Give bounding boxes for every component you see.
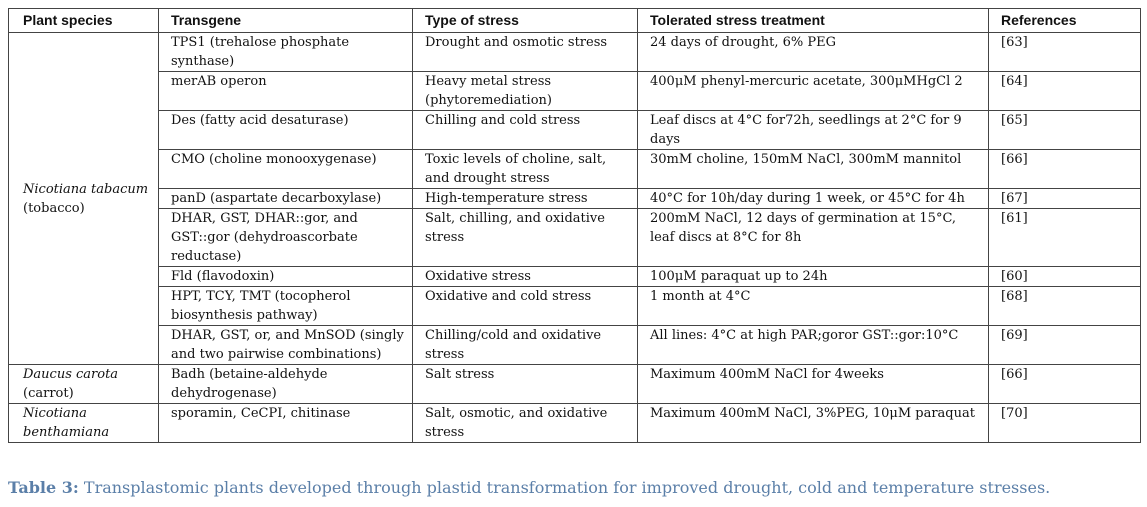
table-row: Fld (flavodoxin) Oxidative stress 100μM pa… xyxy=(9,266,1141,287)
species-cell: Daucus carota (carrot) xyxy=(8,364,159,404)
table-row: panD (aspartate decarboxylase) High-tempe… xyxy=(9,188,1141,209)
table-row: DHAR, GST, DHAR::gor, and GST::gor (dehy… xyxy=(9,208,1141,267)
reference-cell: [70] xyxy=(988,403,1141,443)
stress-type-cell: Oxidative stress xyxy=(412,266,638,287)
stress-type-cell: Toxic levels of choline, salt, and droug… xyxy=(412,149,638,189)
header-row: Plant species Transgene Type of stress T… xyxy=(8,8,1141,33)
treatment-cell: 1 month at 4°C xyxy=(637,286,989,326)
caption-label: Table 3: xyxy=(8,478,79,497)
stress-type-cell: Salt, osmotic, and oxidative stress xyxy=(412,403,638,443)
stress-type-cell: Chilling/cold and oxidative stress xyxy=(412,325,638,365)
header-references: References xyxy=(988,8,1141,33)
stress-type-cell: Heavy metal stress (phytoremediation) xyxy=(412,71,638,111)
species-cell: Nicotiana benthamiana xyxy=(8,403,159,443)
reference-cell: [64] xyxy=(988,71,1141,111)
reference-cell: [67] xyxy=(988,188,1141,209)
header-tolerated-treatment: Tolerated stress treatment xyxy=(637,8,989,33)
reference-cell: [66] xyxy=(988,149,1141,189)
caption-text: Transplastomic plants developed through … xyxy=(83,478,1051,497)
table-row: Daucus carota (carrot) Badh (betaine-aldeh… xyxy=(8,364,1141,404)
table-row: Nicotiana benthamiana sporamin, CeCPI, ch… xyxy=(8,403,1141,443)
transgene-cell: DHAR, GST, DHAR::gor, and GST::gor (dehy… xyxy=(158,208,413,267)
reference-cell: [61] xyxy=(988,208,1141,267)
transgene-cell: sporamin, CeCPI, chitinase xyxy=(158,403,413,443)
reference-cell: [68] xyxy=(988,286,1141,326)
header-plant-species: Plant species xyxy=(8,8,159,33)
species-name: Daucus carota xyxy=(23,367,119,382)
header-transgene: Transgene xyxy=(158,8,413,33)
transgene-cell: Des (fatty acid desaturase) xyxy=(158,110,413,150)
stress-type-cell: Salt stress xyxy=(412,364,638,404)
reference-cell: [69] xyxy=(988,325,1141,365)
treatment-cell: Maximum 400mM NaCl, 3%PEG, 10μM paraquat xyxy=(637,403,989,443)
species-common-name: (carrot) xyxy=(23,386,74,401)
treatment-cell: All lines: 4°C at high PAR;goror GST::go… xyxy=(637,325,989,365)
stress-type-cell: Salt, chilling, and oxidative stress xyxy=(412,208,638,267)
table-row: CMO (choline monooxygenase) Toxic levels … xyxy=(9,149,1141,189)
table-header: Plant species Transgene Type of stress T… xyxy=(8,8,1141,33)
reference-cell: [66] xyxy=(988,364,1141,404)
treatment-cell: 100μM paraquat up to 24h xyxy=(637,266,989,287)
stress-table: Plant species Transgene Type of stress T… xyxy=(8,8,1141,443)
transgene-cell: TPS1 (trehalose phosphate synthase) xyxy=(158,32,413,72)
stress-type-cell: Oxidative and cold stress xyxy=(412,286,638,326)
treatment-cell: 400μM phenyl-mercuric acetate, 300μMHgCl… xyxy=(637,71,989,111)
transgene-cell: CMO (choline monooxygenase) xyxy=(158,149,413,189)
treatment-cell: 24 days of drought, 6% PEG xyxy=(637,32,989,72)
table-row: DHAR, GST, or, and MnSOD (singly and two… xyxy=(9,325,1141,365)
reference-cell: [65] xyxy=(988,110,1141,150)
transgene-cell: Badh (betaine-aldehyde dehydrogenase) xyxy=(158,364,413,404)
table-row: merAB operon Heavy metal stress (phytorem… xyxy=(9,71,1141,111)
table-row: Nicotiana tabacum (tobacco) TPS1 (trehalos… xyxy=(8,32,1141,365)
transgene-cell: Fld (flavodoxin) xyxy=(158,266,413,287)
header-type-of-stress: Type of stress xyxy=(412,8,638,33)
transgene-cell: panD (aspartate decarboxylase) xyxy=(158,188,413,209)
table-caption: Table 3: Transplastomic plants developed… xyxy=(8,478,1143,497)
species-name: Nicotiana tabacum xyxy=(23,181,149,197)
transgene-cell: HPT, TCY, TMT (tocopherol biosynthesis p… xyxy=(158,286,413,326)
treatment-cell: Leaf discs at 4°C for72h, seedlings at 2… xyxy=(637,110,989,150)
species-cell: Nicotiana tabacum (tobacco) xyxy=(8,32,159,365)
species-name: Nicotiana benthamiana xyxy=(23,406,110,440)
table-row: HPT, TCY, TMT (tocopherol biosynthesis p… xyxy=(9,286,1141,326)
stress-type-cell: High-temperature stress xyxy=(412,188,638,209)
transgene-cell: DHAR, GST, or, and MnSOD (singly and two… xyxy=(158,325,413,365)
stress-type-cell: Chilling and cold stress xyxy=(412,110,638,150)
reference-cell: [60] xyxy=(988,266,1141,287)
reference-cell: [63] xyxy=(988,32,1141,72)
table-row: Des (fatty acid desaturase) Chilling and … xyxy=(9,110,1141,150)
species-common-name: (tobacco) xyxy=(23,200,85,216)
treatment-cell: 200mM NaCl, 12 days of germination at 15… xyxy=(637,208,989,267)
table-body: Nicotiana tabacum (tobacco) TPS1 (trehalos… xyxy=(8,32,1141,443)
treatment-cell: 40°C for 10h/day during 1 week, or 45°C … xyxy=(637,188,989,209)
stress-type-cell: Drought and osmotic stress xyxy=(412,32,638,72)
treatment-cell: Maximum 400mM NaCl for 4weeks xyxy=(637,364,989,404)
transgene-cell: merAB operon xyxy=(158,71,413,111)
treatment-cell: 30mM choline, 150mM NaCl, 300mM mannitol xyxy=(637,149,989,189)
